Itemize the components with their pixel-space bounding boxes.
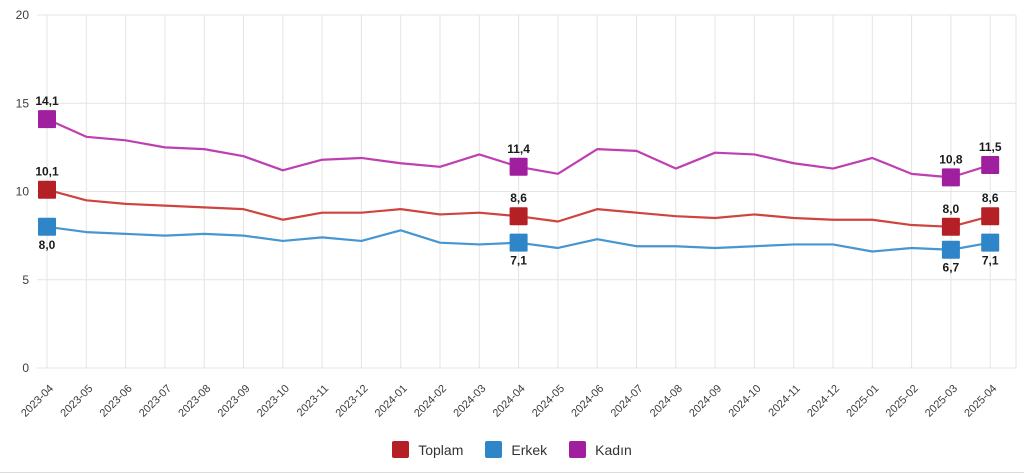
y-axis-tick-label: 20 [16, 8, 30, 22]
y-axis-tick-label: 10 [16, 185, 30, 199]
x-axis-tick-label: 2024-04 [491, 383, 528, 420]
x-axis-tick-label: 2023-04 [19, 383, 56, 420]
legend-swatch-kadın [569, 441, 587, 458]
x-axis-tick-label: 2024-08 [648, 383, 685, 420]
marker-kadın-2025-04 [981, 156, 1000, 175]
marker-kadın-2025-03 [941, 168, 960, 187]
x-axis-tick-label: 2024-01 [373, 383, 410, 420]
value-label-toplam-2025-03: 8,0 [943, 202, 960, 216]
legend-swatch-erkek [485, 441, 503, 458]
chart-legend: Toplam Erkek Kadın [0, 441, 1024, 458]
value-label-toplam-2024-04: 8,6 [510, 191, 527, 205]
y-axis-tick-label: 15 [16, 96, 30, 110]
x-axis-tick-label: 2023-07 [137, 383, 174, 420]
legend-label-kadın: Kadın [595, 441, 632, 458]
x-axis-tick-label: 2023-11 [295, 383, 331, 419]
x-axis-tick-label: 2024-11 [766, 383, 802, 419]
x-axis-tick-label: 2024-09 [687, 383, 724, 420]
legend-item-erkek[interactable]: Erkek [485, 441, 547, 458]
y-axis-tick-label: 5 [22, 273, 29, 287]
marker-toplam-2025-03 [941, 217, 960, 236]
marker-erkek-2025-04 [981, 233, 1000, 252]
x-axis-tick-label: 2023-09 [216, 383, 253, 420]
value-label-erkek-2025-03: 6,7 [943, 261, 960, 275]
value-label-kadın-2023-04: 14,1 [35, 94, 59, 108]
x-axis-tick-label: 2023-08 [176, 383, 213, 420]
marker-toplam-2025-04 [981, 207, 1000, 226]
x-axis-tick-label: 2024-07 [609, 383, 646, 420]
marker-erkek-2025-03 [941, 240, 960, 259]
legend-item-toplam[interactable]: Toplam [392, 441, 463, 458]
x-axis-tick-label: 2024-05 [530, 383, 567, 420]
marker-toplam-2024-04 [509, 207, 528, 226]
value-label-kadın-2025-03: 10,8 [939, 152, 963, 166]
marker-erkek-2024-04 [509, 233, 528, 252]
x-axis-tick-label: 2023-10 [255, 383, 292, 420]
x-axis-tick-label: 2024-02 [412, 383, 449, 420]
x-axis-tick-label: 2025-03 [923, 383, 960, 420]
legend-label-erkek: Erkek [511, 441, 548, 458]
value-label-erkek-2023-04: 8,0 [39, 238, 56, 252]
x-axis-tick-label: 2024-10 [726, 383, 763, 420]
value-label-toplam-2023-04: 10,1 [35, 165, 59, 179]
marker-kadın-2023-04 [38, 110, 56, 129]
x-axis-tick-label: 2024-03 [451, 383, 488, 420]
value-label-kadın-2025-04: 11,5 [979, 140, 1002, 154]
marker-erkek-2023-04 [38, 217, 56, 236]
legend-item-kadın[interactable]: Kadın [569, 441, 632, 458]
x-axis-tick-label: 2023-05 [58, 383, 95, 420]
value-label-erkek-2025-04: 7,1 [982, 254, 999, 268]
value-label-kadın-2024-04: 11,4 [507, 142, 530, 156]
value-label-toplam-2025-04: 8,6 [982, 191, 999, 205]
x-axis-tick-label: 2023-12 [333, 383, 370, 420]
x-axis-tick-label: 2024-12 [805, 383, 842, 420]
x-axis-tick-label: 2025-04 [962, 383, 999, 420]
x-axis-tick-label: 2023-06 [98, 383, 135, 420]
x-axis-tick-label: 2025-01 [844, 383, 881, 420]
x-axis-tick-label: 2025-02 [884, 383, 921, 420]
marker-toplam-2023-04 [38, 180, 56, 199]
marker-kadın-2024-04 [509, 157, 528, 176]
y-axis-tick-label: 0 [22, 361, 29, 375]
x-axis-tick-label: 2024-06 [569, 383, 606, 420]
legend-swatch-toplam [392, 441, 410, 458]
legend-label-toplam: Toplam [418, 441, 464, 458]
value-label-erkek-2024-04: 7,1 [510, 254, 527, 268]
